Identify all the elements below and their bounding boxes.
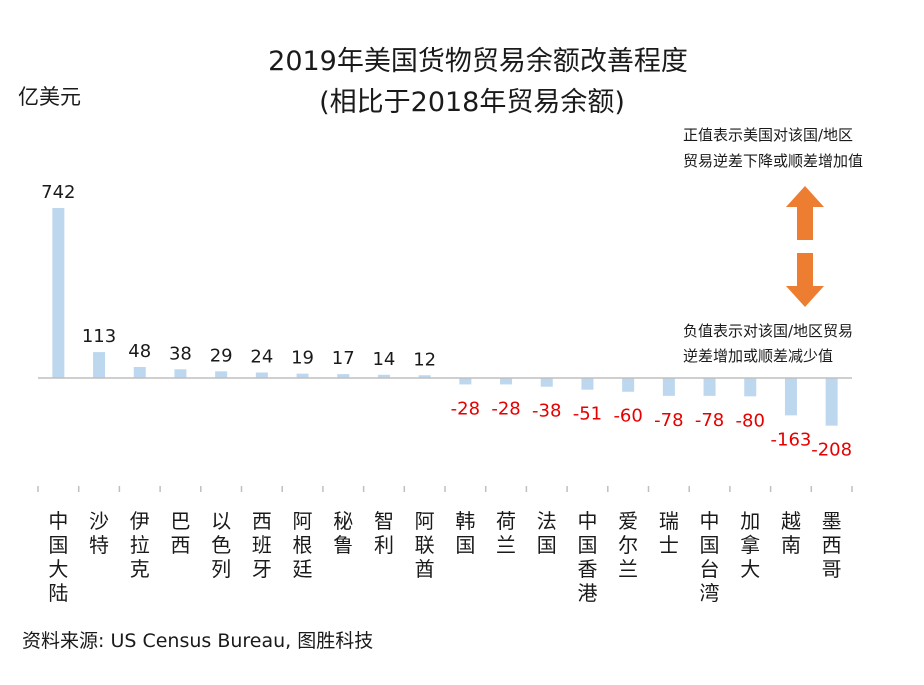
data-label: 19	[291, 348, 314, 369]
category-label: 阿联酋	[415, 509, 435, 581]
category-label: 墨西哥	[822, 509, 842, 581]
category-ticks	[37, 486, 853, 492]
data-label: -80	[736, 410, 765, 431]
category-label: 以色列	[211, 509, 231, 581]
data-label: -38	[532, 401, 561, 422]
data-label: 24	[250, 347, 273, 368]
bar	[581, 378, 594, 390]
bar	[540, 378, 553, 387]
data-labels: 742 113 48 38 29 24 19 17 14 12 -28 -28 -38 -51 -60 -78…	[41, 182, 852, 461]
category-label: 西班牙	[252, 509, 272, 581]
data-label: -28	[491, 398, 520, 419]
data-label: -78	[654, 410, 683, 431]
bar	[825, 378, 838, 426]
category-label: 法国	[537, 509, 557, 557]
positive-note-line-2: 贸易逆差下降或顺差增加值	[683, 152, 863, 170]
category-label: 伊拉克	[130, 509, 150, 581]
data-label: 113	[82, 326, 116, 347]
positive-note: 正值表示美国对该国/地区 贸易逆差下降或顺差增加值	[683, 126, 863, 170]
bar	[622, 378, 635, 392]
category-label: 韩国	[455, 509, 475, 557]
bar	[744, 378, 757, 397]
category-label: 中国台湾	[700, 509, 720, 605]
positive-note-line-1: 正值表示美国对该国/地区	[683, 126, 853, 144]
data-label: 38	[169, 343, 192, 364]
bar	[662, 378, 675, 396]
category-label: 中国大陆	[48, 509, 68, 605]
arrow-up-icon	[786, 186, 824, 240]
y-axis-unit-label: 亿美元	[18, 85, 81, 109]
data-label: 29	[210, 345, 233, 366]
bar	[133, 367, 146, 378]
bar-series	[52, 208, 838, 426]
data-label: 17	[332, 348, 355, 369]
arrow-down-icon	[786, 253, 824, 307]
category-label: 加拿大	[740, 509, 760, 581]
bar	[215, 371, 228, 378]
bar	[418, 375, 431, 378]
category-label: 越南	[781, 509, 801, 557]
category-label: 荷兰	[496, 509, 516, 557]
data-label: 14	[372, 349, 395, 370]
bar	[174, 369, 187, 378]
data-label: -60	[613, 406, 642, 427]
category-label: 瑞士	[659, 509, 679, 557]
category-label: 阿根廷	[293, 509, 313, 581]
source-note: 资料来源: US Census Bureau, 图胜科技	[22, 630, 373, 652]
bar	[459, 378, 472, 385]
bar	[296, 373, 309, 378]
category-label: 秘鲁	[333, 509, 353, 557]
negative-note-line-2: 逆差增加或顺差减少值	[683, 347, 833, 365]
bar	[93, 352, 106, 378]
bar	[784, 378, 797, 416]
category-label: 中国香港	[577, 509, 597, 605]
chart-subtitle: (相比于2018年贸易余额)	[319, 87, 625, 118]
bar	[255, 372, 268, 378]
bar	[52, 208, 65, 378]
category-label: 巴西	[170, 509, 190, 557]
category-label: 爱尔兰	[618, 509, 638, 581]
negative-note-line-1: 负值表示对该国/地区贸易	[683, 322, 853, 340]
chart-title: 2019年美国货物贸易余额改善程度	[268, 46, 688, 77]
bar	[500, 378, 513, 385]
bar	[377, 374, 390, 378]
data-label: -28	[451, 398, 480, 419]
data-label: 48	[128, 341, 151, 362]
data-label: -78	[695, 410, 724, 431]
data-label: -208	[811, 440, 852, 461]
category-label: 沙特	[89, 509, 109, 557]
bar	[703, 378, 716, 396]
data-label: 12	[413, 349, 436, 370]
data-label: -51	[573, 404, 602, 425]
negative-note: 负值表示对该国/地区贸易 逆差增加或顺差减少值	[683, 322, 853, 365]
category-label: 智利	[374, 509, 394, 557]
bar	[337, 374, 350, 378]
data-label: -163	[771, 429, 812, 450]
data-label: 742	[41, 182, 75, 203]
